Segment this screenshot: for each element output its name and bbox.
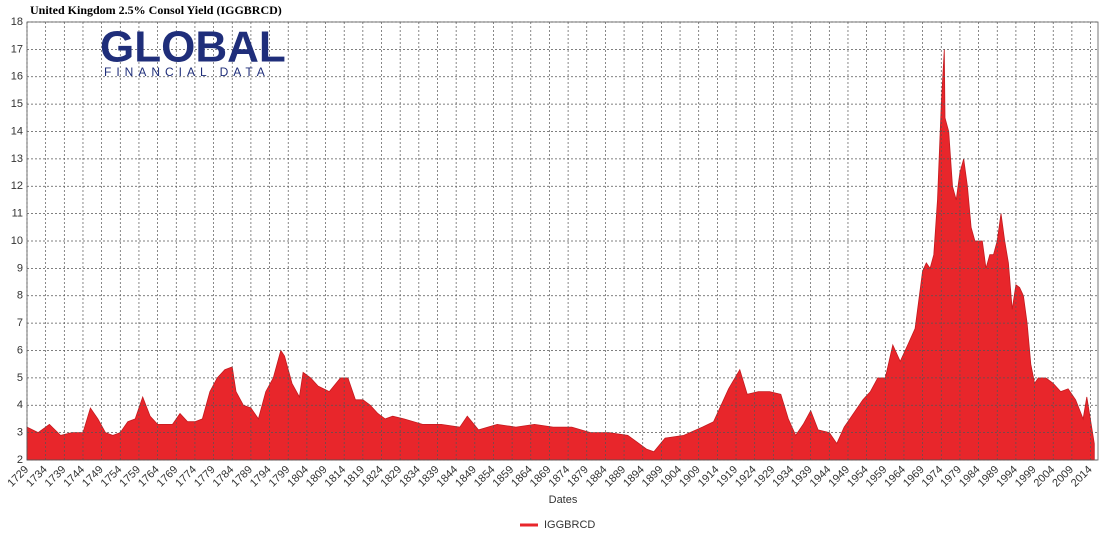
y-tick-label: 9 [17,262,23,274]
x-tick-label: 2014 [1069,464,1095,490]
y-tick-label: 8 [17,290,23,302]
y-tick-label: 5 [17,372,23,384]
plot-border [26,21,1099,461]
chart-title: United Kingdom 2.5% Consol Yield (IGGBRC… [30,3,282,17]
y-tick-label: 15 [11,98,23,110]
y-tick-label: 7 [17,317,23,329]
x-axis-label: Dates [549,494,578,506]
y-tick-label: 17 [11,43,23,55]
y-tick-label: 3 [17,427,23,439]
y-tick-label: 16 [11,71,23,83]
y-tick-label: 18 [11,16,23,28]
y-tick-label: 4 [17,399,23,411]
y-tick-label: 12 [11,180,23,192]
y-tick-label: 6 [17,344,23,356]
legend-label: IGGBRCD [544,519,595,531]
y-tick-label: 11 [12,208,23,220]
plot-area: 2345678910111213141516171817291734173917… [5,16,1099,490]
area [26,49,1095,461]
logo-name: GLOBAL [100,23,286,72]
logo-tagline: FINANCIAL DATA [104,65,270,79]
y-tick-label: 13 [11,153,23,165]
y-tick-label: 2 [17,454,23,466]
y-tick-label: 10 [11,235,23,247]
y-tick-label: 14 [11,125,23,137]
